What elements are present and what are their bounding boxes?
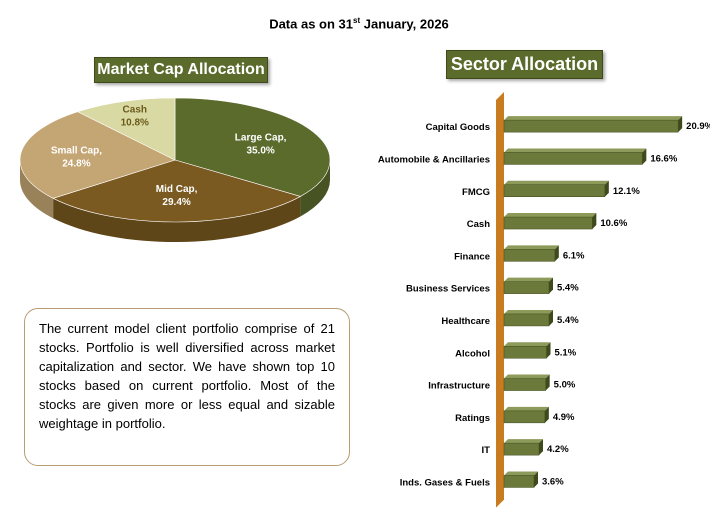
portfolio-note: The current model client portfolio compr… <box>24 308 350 466</box>
bar-end <box>678 116 683 133</box>
bar-value-label: 3.6% <box>542 476 564 487</box>
bar <box>503 249 556 262</box>
pie-label-value-cash: 10.8% <box>121 117 149 128</box>
pie-label-value-mid-cap: 29.4% <box>162 197 190 208</box>
date-prefix: Data as on 31 <box>269 16 354 32</box>
bar-end <box>592 213 597 230</box>
bar-end <box>549 309 553 326</box>
bar-category-label: FMCG <box>462 187 490 198</box>
bar-value-label: 6.1% <box>563 250 585 261</box>
bar-top <box>504 374 550 379</box>
bar-top <box>504 439 543 444</box>
bar-top <box>504 180 609 185</box>
bar-category-label: Alcohol <box>455 348 490 359</box>
bar-value-label: 20.9% <box>686 121 710 132</box>
bar-chart-title: Sector Allocation <box>446 50 603 79</box>
bar-category-label: Automobile & Ancillaries <box>378 154 490 165</box>
bar-top <box>504 148 647 153</box>
bar-value-label: 5.1% <box>555 347 577 358</box>
bar-end <box>554 245 559 262</box>
bar-category-label: Business Services <box>406 284 490 295</box>
bar-top <box>504 309 553 314</box>
bar <box>503 152 643 165</box>
bar-top <box>504 116 683 121</box>
bar-end <box>642 148 647 165</box>
bar-end <box>534 471 538 488</box>
bar <box>503 313 550 327</box>
date-superscript: st <box>353 16 361 25</box>
bar-top <box>504 342 551 347</box>
pie-label-value-large-cap: 35.0% <box>246 146 274 157</box>
bar-value-label: 5.4% <box>557 315 579 326</box>
bar <box>503 410 546 424</box>
bar-category-label: Infrastructure <box>428 381 490 392</box>
bar-top <box>504 245 559 250</box>
sector-allocation-bar-chart: Capital Goods 20.9% Automobile & Ancillari… <box>378 92 710 508</box>
bar-end <box>546 342 551 359</box>
pie-slice-large-cap <box>174 97 331 197</box>
market-cap-pie-chart: Large Cap, 35.0% Mid Cap, 29.4% Small Cap, 24… <box>19 97 331 242</box>
bar-axis-wall <box>496 92 504 508</box>
bar-end <box>544 406 549 423</box>
date-suffix: January, 2026 <box>360 16 449 32</box>
bar <box>503 378 546 391</box>
bar-value-label: 16.6% <box>650 153 677 164</box>
bar-value-label: 5.4% <box>557 283 579 294</box>
bar-category-label: IT <box>482 445 491 456</box>
bar-category-label: Ratings <box>455 413 490 424</box>
bar-top <box>504 213 597 218</box>
bar-value-label: 4.9% <box>553 412 575 423</box>
bar <box>503 442 540 456</box>
bar <box>503 346 547 359</box>
pie-slice-small-cap <box>19 111 176 199</box>
bar <box>503 475 535 488</box>
bar <box>503 119 679 133</box>
bar-category-label: Capital Goods <box>426 122 490 133</box>
pie-side-large-cap <box>300 160 330 217</box>
bar-end <box>545 374 550 391</box>
bar-value-label: 12.1% <box>613 186 640 197</box>
pie-chart-title: Market Cap Allocation <box>94 57 268 83</box>
bar <box>503 184 606 197</box>
pie-slice-mid-cap <box>52 159 302 223</box>
bar-end <box>549 277 553 294</box>
bar-category-label: Healthcare <box>441 316 490 327</box>
bar-end <box>604 180 609 197</box>
date-heading: Data as on 31st January, 2026 <box>0 16 718 31</box>
bar-top <box>504 406 549 411</box>
bar <box>503 216 593 230</box>
bar-value-label: 5.0% <box>554 380 576 391</box>
pie-side-mid-cap <box>53 196 301 242</box>
pie-label-name-cash: Cash <box>123 104 147 115</box>
bar-end <box>539 439 543 456</box>
bar-category-label: Cash <box>467 219 490 230</box>
pie-label-name-small-cap: Small Cap, <box>51 146 102 157</box>
bar-category-label: Finance <box>454 251 490 262</box>
pie-slice-cash <box>76 97 176 161</box>
pie-label-value-small-cap: 24.8% <box>62 159 90 170</box>
bar-value-label: 10.6% <box>600 218 627 229</box>
bar-category-label: Inds. Gases & Fuels <box>400 477 490 488</box>
bar <box>503 281 550 294</box>
pie-label-name-large-cap: Large Cap, <box>235 133 287 144</box>
bar-top <box>504 277 553 282</box>
bar-value-label: 4.2% <box>547 444 569 455</box>
pie-side-small-cap <box>20 160 54 219</box>
pie-label-name-mid-cap: Mid Cap, <box>156 184 198 195</box>
bar-top <box>504 471 538 476</box>
